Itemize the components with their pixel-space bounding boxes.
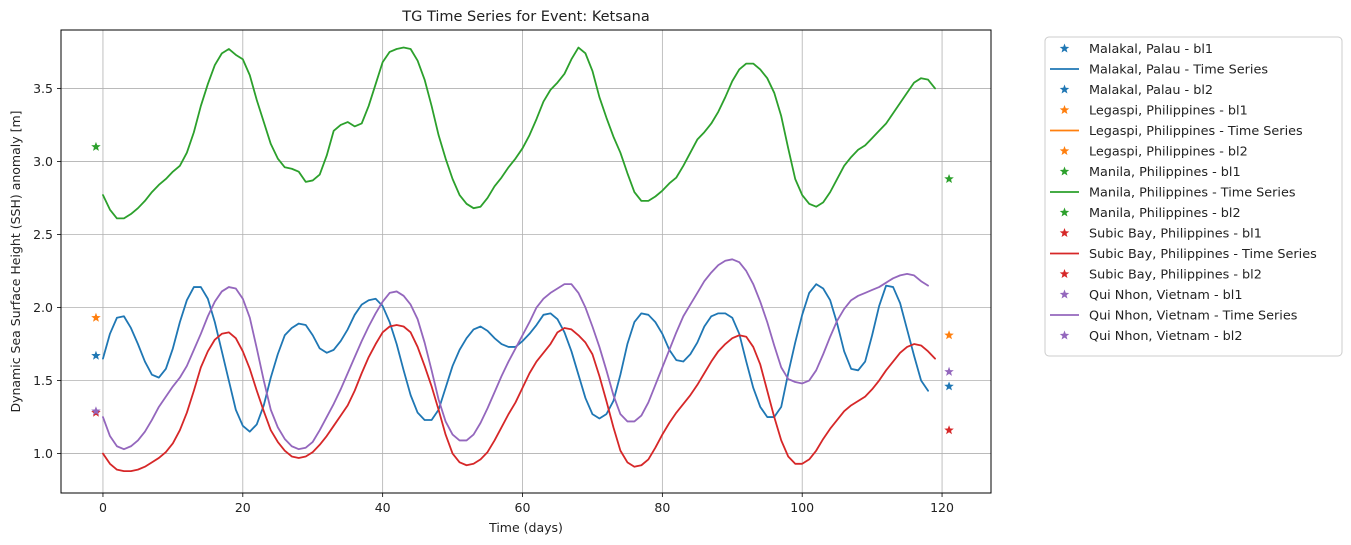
legend-label: Manila, Philippines - bl1 bbox=[1089, 165, 1241, 180]
legend-label: Subic Bay, Philippines - bl1 bbox=[1089, 227, 1262, 242]
baseline-star-marker bbox=[91, 141, 101, 151]
legend-label: Malakal, Palau - bl2 bbox=[1089, 83, 1213, 98]
legend-star-swatch bbox=[1059, 207, 1070, 217]
y-tick-label: 2.5 bbox=[33, 227, 53, 242]
baseline-star-marker bbox=[944, 425, 954, 435]
x-tick-label: 60 bbox=[515, 500, 531, 515]
y-axis-ticks: 1.0 1.5 2.0 2.5 3.0 3.5 bbox=[33, 81, 61, 461]
series-layer bbox=[102, 46, 936, 472]
x-tick-label: 100 bbox=[790, 500, 814, 515]
legend-star-swatch bbox=[1059, 146, 1070, 156]
legend-label: Qui Nhon, Vietnam - bl2 bbox=[1089, 329, 1242, 344]
legend-star-swatch bbox=[1059, 289, 1070, 299]
legend-label: Subic Bay, Philippines - bl2 bbox=[1089, 268, 1262, 283]
y-tick-label: 3.5 bbox=[33, 81, 53, 96]
grid-lines bbox=[61, 30, 991, 493]
x-axis-ticks: 0 20 40 60 80 100 120 bbox=[99, 493, 954, 515]
chart-title: TG Time Series for Event: Ketsana bbox=[401, 9, 649, 25]
legend-label: Malakal, Palau - bl1 bbox=[1089, 42, 1213, 57]
y-tick-label: 1.0 bbox=[33, 446, 53, 461]
x-tick-label: 80 bbox=[654, 500, 670, 515]
legend-label: Qui Nhon, Vietnam - Time Series bbox=[1089, 309, 1298, 324]
y-tick-label: 1.5 bbox=[33, 373, 53, 388]
legend-star-swatch bbox=[1059, 84, 1070, 94]
legend-label: Qui Nhon, Vietnam - bl1 bbox=[1089, 288, 1242, 303]
x-axis-title: Time (days) bbox=[488, 520, 563, 535]
series-line bbox=[102, 46, 936, 220]
legend-star-swatch bbox=[1059, 330, 1070, 340]
series-line bbox=[102, 324, 936, 472]
legend-label: Legaspi, Philippines - bl2 bbox=[1089, 145, 1248, 160]
legend-star-swatch bbox=[1059, 43, 1070, 53]
legend-label: Legaspi, Philippines - Time Series bbox=[1089, 124, 1303, 139]
baseline-star-marker bbox=[944, 173, 954, 184]
series-line bbox=[102, 283, 929, 433]
baseline-star-marker bbox=[944, 330, 954, 340]
legend-label: Manila, Philippines - bl2 bbox=[1089, 206, 1241, 221]
legend-label: Manila, Philippines - Time Series bbox=[1089, 186, 1296, 201]
baseline-star-marker bbox=[91, 312, 101, 322]
x-tick-label: 120 bbox=[930, 500, 954, 515]
legend-label: Subic Bay, Philippines - Time Series bbox=[1089, 247, 1317, 262]
legend-label: Legaspi, Philippines - bl1 bbox=[1089, 104, 1248, 119]
legend-star-swatch bbox=[1059, 269, 1070, 279]
y-tick-label: 3.0 bbox=[33, 154, 53, 169]
series-line bbox=[102, 258, 929, 451]
legend-label: Malakal, Palau - Time Series bbox=[1089, 63, 1268, 78]
baseline-star-marker bbox=[944, 366, 954, 376]
x-tick-label: 40 bbox=[375, 500, 391, 515]
x-tick-label: 20 bbox=[235, 500, 251, 515]
baseline-star-marker bbox=[91, 406, 101, 416]
x-tick-label: 0 bbox=[99, 500, 107, 515]
y-axis-title: Dynamic Sea Surface Height (SSH) anomaly… bbox=[8, 110, 23, 412]
legend-star-swatch bbox=[1059, 228, 1070, 238]
legend-star-swatch bbox=[1059, 105, 1070, 115]
legend: Malakal, Palau - bl1 Malakal, Palau - Tim… bbox=[1044, 36, 1343, 357]
plot-frame bbox=[60, 29, 992, 494]
legend-star-swatch bbox=[1059, 166, 1070, 176]
legend-box bbox=[1044, 36, 1343, 357]
marker-layer bbox=[91, 141, 954, 435]
baseline-star-marker bbox=[944, 381, 954, 391]
y-tick-label: 2.0 bbox=[33, 300, 53, 315]
baseline-star-marker bbox=[91, 350, 101, 360]
